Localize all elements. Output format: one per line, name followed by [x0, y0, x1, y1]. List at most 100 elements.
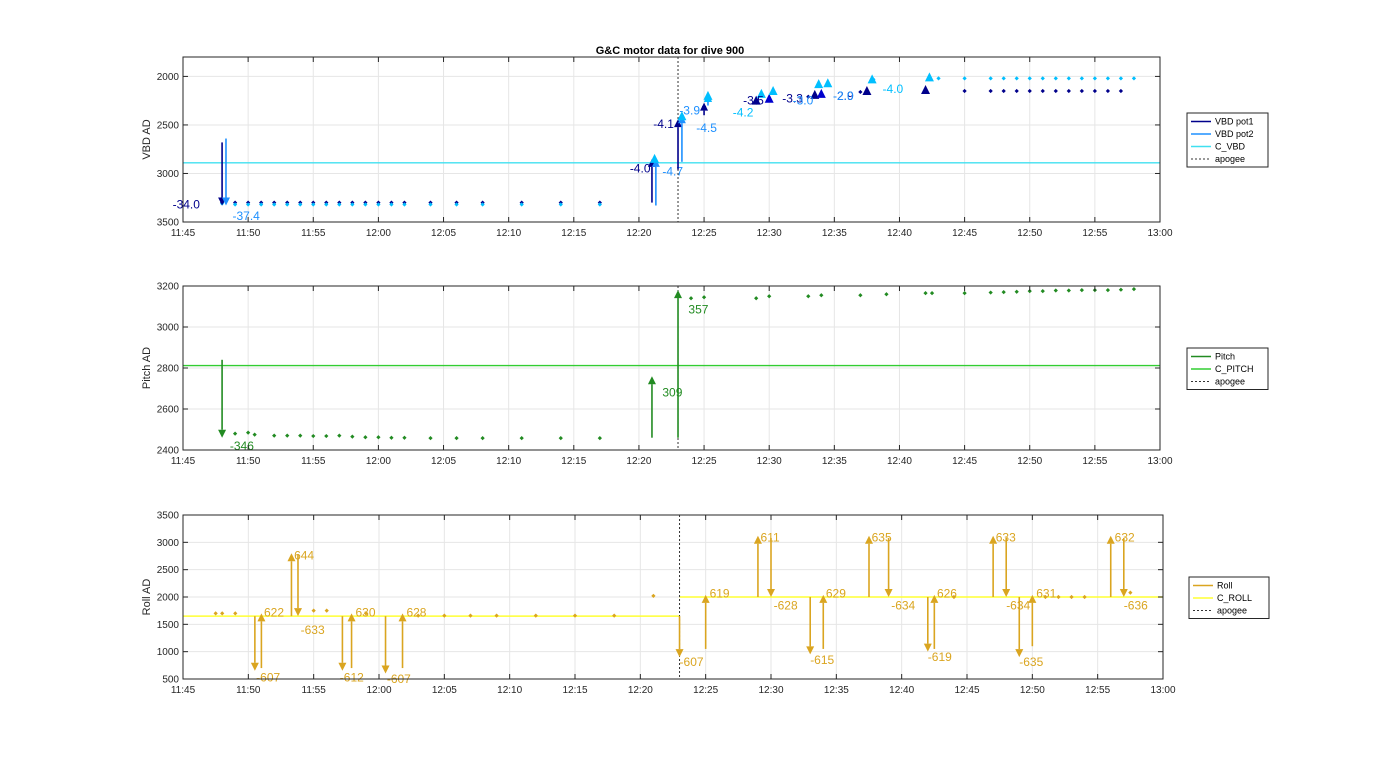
arrow-head	[257, 613, 266, 622]
arrow-head	[701, 594, 710, 603]
axes-vbd: -34.0 -37.4 -4.0 -4.7 -4.1 -3.9 -4.5 -4.2-3.5 -3…	[141, 56, 1173, 239]
y-tick-label: 2500	[157, 565, 180, 576]
arrow-head	[674, 290, 683, 299]
data-point	[806, 294, 811, 299]
x-tick-label: 12:05	[431, 456, 456, 467]
x-tick-label: 12:20	[626, 228, 651, 239]
x-tick-label: 12:10	[496, 456, 521, 467]
arrow-head	[753, 535, 762, 544]
data-point	[298, 433, 303, 438]
arrow-label: 628	[406, 605, 426, 619]
legend-label: C_PITCH	[1215, 364, 1254, 374]
x-tick-label: 12:25	[692, 228, 717, 239]
y-tick-label: 500	[162, 675, 179, 686]
x-tick-label: 12:05	[431, 228, 456, 239]
x-tick-label: 11:50	[236, 456, 261, 467]
legend-label: apogee	[1217, 606, 1247, 616]
triangle-marker	[823, 78, 833, 88]
data-label: -3.5	[743, 94, 764, 108]
data-point	[389, 202, 394, 207]
x-tick-label: 12:15	[561, 456, 586, 467]
triangle-marker	[650, 153, 660, 163]
data-point	[311, 202, 316, 207]
data-point	[519, 435, 524, 441]
triangle-marker	[810, 89, 820, 99]
arrow-head	[293, 608, 302, 617]
data-point	[519, 202, 524, 207]
x-tick-label: 13:00	[1150, 685, 1175, 696]
triangle-marker	[921, 85, 931, 94]
data-point	[428, 435, 433, 441]
x-tick-label: 12:10	[496, 228, 521, 239]
data-point	[233, 611, 238, 616]
data-point	[285, 433, 290, 438]
arrow-head	[923, 643, 932, 652]
data-point	[858, 293, 863, 298]
arrow-head	[250, 662, 259, 671]
x-tick-label: 12:35	[824, 685, 849, 696]
data-point	[1105, 287, 1111, 293]
data-point	[376, 202, 381, 207]
data-point	[1118, 287, 1124, 292]
legend-label: C_ROLL	[1217, 593, 1252, 603]
x-tick-label: 12:25	[692, 456, 717, 467]
data-point	[480, 202, 485, 207]
axes-pitch: -346 309 357 11:45 11:50 11:55 12:00 12:05 12:10…	[141, 282, 1173, 468]
arrow-label: 630	[355, 605, 375, 619]
triangle-marker	[814, 79, 824, 89]
triangle-marker	[677, 111, 687, 121]
arrow-label: -346	[230, 439, 254, 453]
arrow-head	[1015, 649, 1024, 658]
data-label: -2.9	[833, 89, 854, 103]
data-point	[252, 432, 257, 437]
data-label: -3.0	[793, 94, 814, 108]
legend-label: apogee	[1215, 154, 1245, 164]
data-point	[1066, 288, 1071, 293]
arrow-label: 626	[937, 587, 957, 601]
data-point	[884, 292, 889, 297]
data-point	[1082, 594, 1087, 600]
data-point	[232, 202, 238, 207]
data-point	[402, 435, 407, 440]
arrow-label: -607	[680, 655, 704, 669]
data-point	[1131, 286, 1137, 292]
arrow-label: 357	[688, 303, 708, 317]
x-tick-label: 12:40	[887, 456, 912, 467]
x-tick-label: 12:45	[954, 685, 979, 696]
data-point	[1056, 594, 1061, 600]
data-point	[337, 202, 342, 207]
x-tick-label: 12:25	[693, 685, 718, 696]
axes-layer: -34.0 -37.4 -4.0 -4.7 -4.1 -3.9 -4.5 -4.2-3.5 -3…	[141, 56, 1176, 696]
x-tick-label: 12:45	[952, 228, 977, 239]
data-point	[572, 613, 578, 618]
arrow-label: 635	[872, 530, 892, 544]
data-point	[558, 435, 563, 441]
data-label: -2.0	[833, 89, 854, 103]
data-point	[272, 202, 277, 207]
data-label: -4.0	[883, 82, 904, 96]
y-tick-label: 2600	[157, 405, 180, 416]
arrow-label: -3.9	[679, 103, 700, 117]
arrow-head	[989, 535, 998, 544]
data-point	[1069, 594, 1074, 600]
data-point	[651, 593, 656, 599]
arrow-label: 309	[662, 386, 682, 400]
data-point	[454, 435, 459, 441]
data-point	[428, 202, 433, 207]
x-tick-label: 12:40	[887, 228, 912, 239]
y-axis-label: VBD AD	[141, 119, 153, 159]
data-point	[923, 291, 928, 296]
data-point	[533, 613, 538, 618]
arrow-head	[218, 429, 227, 438]
data-point	[363, 435, 368, 440]
data-point	[272, 433, 277, 438]
data-point	[494, 613, 499, 618]
data-point	[612, 613, 617, 618]
x-tick-label: 12:15	[562, 685, 587, 696]
data-point	[350, 202, 355, 207]
x-tick-label: 12:40	[889, 685, 914, 696]
data-point	[480, 435, 485, 441]
y-tick-label: 2500	[157, 120, 180, 131]
triangle-marker	[703, 90, 713, 100]
